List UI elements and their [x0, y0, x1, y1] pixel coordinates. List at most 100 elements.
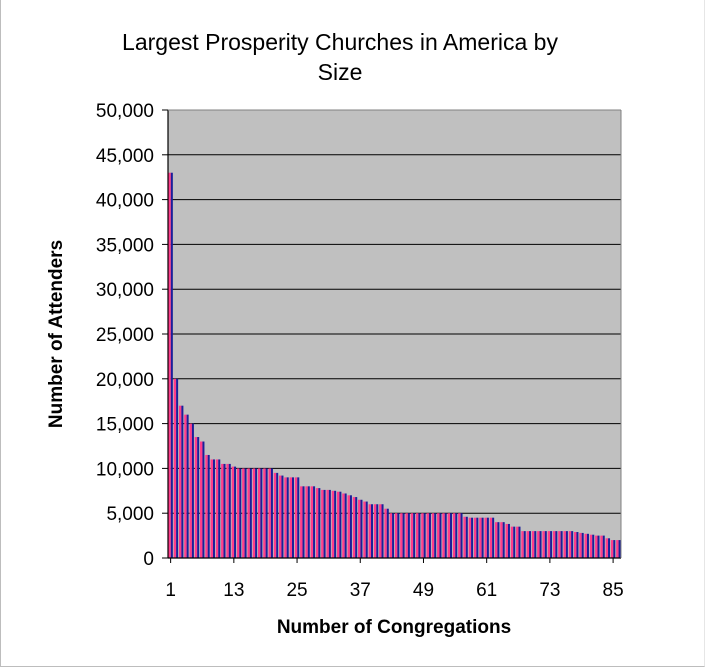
bar-71 — [537, 531, 542, 558]
chart-title-line-2: Size — [318, 59, 363, 85]
bar-70-front — [531, 531, 535, 558]
bar-38-side — [365, 501, 368, 558]
bar-36-side — [355, 497, 358, 558]
y-tick-label-7: 35,000 — [96, 235, 154, 256]
bar-23-front — [284, 477, 287, 558]
bar-82-front — [595, 535, 598, 558]
bar-21-front — [273, 472, 277, 558]
bar-11 — [221, 463, 226, 558]
bar-49-front — [421, 513, 424, 558]
bar-59-front — [473, 517, 477, 558]
bar-81-front — [589, 534, 593, 558]
bar-33 — [336, 491, 342, 558]
y-tick-label-2: 10,000 — [96, 459, 154, 480]
bar-1-front — [168, 172, 171, 558]
bar-7 — [200, 441, 205, 558]
bar-74-front — [552, 531, 556, 558]
bar-81 — [589, 534, 595, 558]
bar-86 — [616, 540, 621, 558]
bar-35-side — [349, 495, 352, 558]
y-tick-label-10: 50,000 — [96, 101, 154, 122]
bar-71-front — [537, 531, 540, 558]
bar-40 — [373, 504, 379, 558]
bar-48-front — [415, 513, 419, 558]
bar-45-side — [402, 513, 405, 558]
bar-38 — [363, 501, 368, 558]
bar-22-front — [279, 475, 282, 558]
bar-9-side — [212, 459, 215, 558]
y-tick-label-9: 45,000 — [96, 146, 154, 167]
bar-40-front — [373, 504, 377, 558]
bar-37-side — [360, 499, 363, 558]
x-tick-label-1: 13 — [223, 580, 244, 601]
bar-83-front — [600, 535, 603, 558]
bar-54 — [447, 513, 453, 558]
bar-4 — [184, 414, 189, 558]
bar-54-front — [447, 513, 451, 558]
bar-65 — [505, 523, 510, 558]
bar-25 — [294, 477, 300, 558]
bar-83-side — [602, 535, 605, 558]
bar-66 — [510, 526, 516, 558]
bar-55 — [452, 513, 458, 558]
bar-16-side — [249, 468, 252, 558]
bar-39-front — [368, 504, 372, 558]
bar-59 — [473, 517, 479, 558]
bar-19-front — [263, 468, 266, 558]
bar-37 — [358, 499, 363, 558]
bar-21 — [273, 472, 279, 558]
bar-27 — [305, 486, 310, 558]
bar-78-side — [576, 532, 579, 558]
bar-56-side — [460, 513, 463, 558]
bar-3-side — [181, 405, 184, 558]
bar-2-side — [176, 378, 179, 558]
bar-80-front — [584, 533, 587, 558]
bar-43-front — [389, 513, 393, 558]
bar-33-front — [336, 491, 340, 558]
bar-15-side — [244, 468, 247, 558]
bar-40-side — [376, 504, 379, 558]
bar-75-side — [560, 531, 563, 558]
bar-58-front — [468, 517, 472, 558]
bar-32-front — [331, 490, 335, 558]
bar-35 — [347, 495, 352, 558]
bar-12-side — [228, 463, 231, 558]
bar-42-side — [386, 508, 389, 558]
bar-57 — [463, 516, 468, 558]
bar-26-side — [302, 486, 305, 558]
bar-78 — [574, 532, 579, 558]
bar-18 — [257, 468, 263, 558]
bar-50-front — [426, 513, 429, 558]
bar-74-side — [555, 531, 558, 558]
bar-22 — [279, 475, 284, 558]
bar-33-side — [339, 491, 342, 558]
bar-28-side — [313, 486, 316, 558]
x-tick-label-4: 49 — [413, 580, 434, 601]
bar-52 — [437, 513, 442, 558]
bar-48-side — [418, 513, 421, 558]
bar-55-side — [455, 513, 458, 558]
bar-56 — [458, 513, 463, 558]
bar-62-side — [492, 517, 495, 558]
bar-30-side — [323, 489, 326, 558]
bar-61-side — [486, 517, 489, 558]
bar-75 — [558, 531, 563, 558]
bar-41-side — [381, 504, 384, 558]
bar-39-side — [371, 504, 374, 558]
bar-18-front — [257, 468, 261, 558]
bar-41 — [379, 504, 384, 558]
bar-5-front — [189, 423, 192, 558]
bar-22-side — [281, 475, 284, 558]
bar-50 — [426, 513, 431, 558]
bar-64 — [500, 522, 505, 558]
bar-10-front — [215, 459, 219, 558]
bar-20-side — [270, 468, 273, 558]
bar-61 — [484, 517, 489, 558]
bar-68-front — [521, 531, 524, 558]
bar-23-side — [286, 477, 289, 558]
bar-72-front — [542, 531, 545, 558]
bar-72-side — [544, 531, 547, 558]
bar-77-side — [571, 531, 574, 558]
bar-17-side — [255, 468, 258, 558]
